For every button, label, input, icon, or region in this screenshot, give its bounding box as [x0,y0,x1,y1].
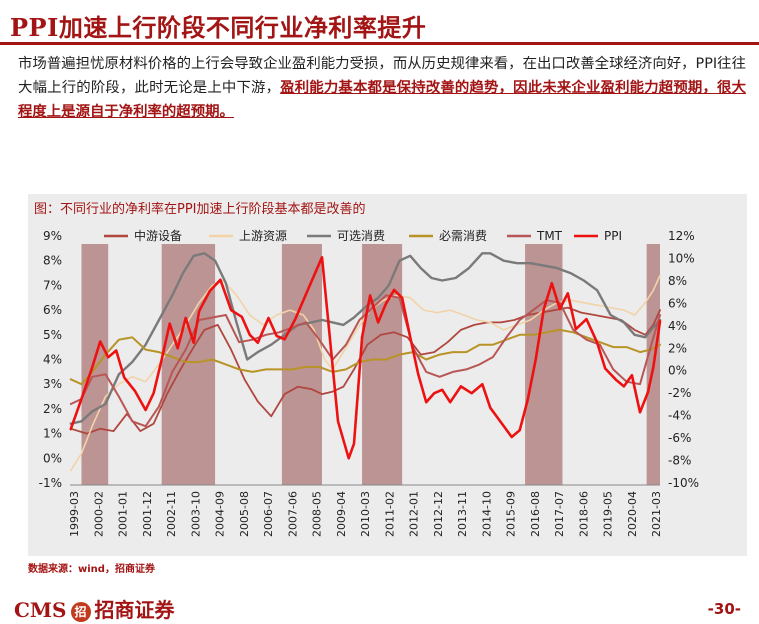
shaded-period-1 [161,244,216,485]
y-right-tick-label: 6% [668,296,687,310]
legend-label-5: PPI [604,229,622,243]
company-logo: CMS 招招商证券 [14,594,175,623]
y-left-tick-label: -1% [39,476,62,490]
y-right-tick-label: 2% [668,341,687,355]
series-line-1 [70,274,661,472]
y-right-tick-label: -6% [668,431,691,445]
paragraph-emphasis: 盈利能力基本都是保持改善的趋势，因此未来企业盈利能力超预期，很大程度上是源自于净… [18,80,746,120]
x-tick-label: 2014-10 [480,491,493,537]
y-left-tick-label: 2% [43,402,62,416]
shaded-period-3 [362,244,403,485]
page-title: PPI加速上行阶段不同行业净利率提升 [10,13,427,42]
y-right-tick-label: 12% [668,229,695,243]
x-tick-label: 2015-09 [505,491,518,537]
series-line-3 [69,328,661,386]
y-right-tick-label: 8% [668,274,687,288]
legend-label-2: 可选消费 [337,229,385,243]
shaded-period-2 [281,244,322,485]
y-right-tick-label: -4% [668,409,691,423]
y-left-tick-label: 7% [43,278,62,292]
x-tick-label: 2013-11 [456,491,469,537]
x-tick-label: 2002-11 [165,491,178,537]
x-tick-label: 2005-08 [238,491,251,537]
y-right-tick-label: 4% [668,319,687,333]
x-tick-label: 2012-12 [432,491,445,537]
y-right-tick-label: -2% [668,386,691,400]
y-right-tick-label: 0% [668,364,687,378]
y-left-tick-label: 9% [43,229,62,243]
x-tick-label: 2019-05 [602,491,615,537]
x-tick-label: 2006-07 [262,491,275,537]
x-tick-label: 2008-05 [311,491,324,537]
x-tick-label: 2012-01 [408,491,421,537]
x-tick-label: 2001-12 [141,491,154,537]
y-left-tick-label: 8% [43,254,62,268]
x-tick-label: 2018-06 [577,491,590,537]
legend-label-1: 上游资源 [239,229,287,243]
logo-cn: 招商证券 [94,598,175,622]
x-tick-label: 2021-03 [650,491,663,537]
x-tick-label: 2010-03 [359,491,372,537]
x-tick-label: 2000-02 [92,491,105,537]
y-left-tick-label: 3% [43,377,62,391]
y-left-tick-label: 1% [43,427,62,441]
shaded-period-4 [525,244,563,485]
y-left-tick-label: 4% [43,353,62,367]
shaded-period-0 [81,244,109,485]
y-left-tick-label: 6% [43,303,62,317]
logo-text: CMS [14,598,67,622]
x-tick-label: 2003-10 [189,491,202,537]
paragraph-plain: 市场普遍担忧原材料价格的上行会导致企业盈利能力受损，而从历史规律来看，在出口改善… [18,56,746,96]
x-tick-label: 2001-01 [117,491,130,537]
x-tick-label: 2020-04 [626,491,639,537]
x-tick-label: 2007-06 [286,491,299,537]
body-paragraph: 市场普遍担忧原材料价格的上行会导致企业盈利能力受损，而从历史规律来看，在出口改善… [18,52,746,124]
logo-mark-icon: 招 [70,601,91,622]
x-tick-label: 2016-08 [529,491,542,537]
legend-label-4: TMT [536,229,563,243]
y-right-tick-label: 10% [668,251,695,265]
chart-caption: 图：不同行业的净利率在PPI加速上行阶段基本都是改善的 [34,202,366,217]
x-tick-label: 2009-04 [335,491,348,537]
y-right-tick-label: -8% [668,454,691,468]
title-divider [0,42,759,45]
y-right-tick-label: -10% [668,476,699,490]
x-tick-label: 2011-02 [383,491,396,537]
legend-label-3: 必需消费 [439,229,487,243]
page-number: -30- [707,600,741,618]
source-note: 数据来源：wind，招商证券 [28,564,155,575]
x-tick-label: 1999-03 [68,491,81,537]
y-left-tick-label: 5% [43,328,62,342]
y-left-tick-label: 0% [43,451,62,465]
series-line-5 [69,256,662,460]
legend-label-0: 中游设备 [134,228,182,243]
x-tick-label: 2004-09 [214,491,227,537]
x-tick-label: 2017-07 [553,491,566,537]
